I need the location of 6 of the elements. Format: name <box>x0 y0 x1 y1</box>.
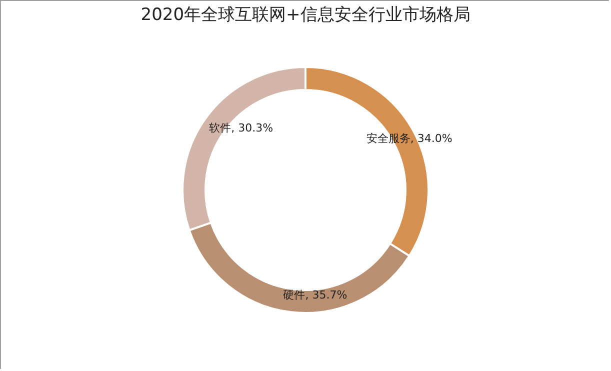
slice-label: 硬件 <box>283 288 306 302</box>
data-label: , 34.0% <box>410 132 452 145</box>
data-label: , 30.3% <box>231 122 274 135</box>
chart-title: 2020年全球互联网+信息安全行业市场格局 <box>140 5 470 25</box>
data-label: , 35.7% <box>305 288 348 302</box>
slice-label: 软件 <box>209 122 232 135</box>
